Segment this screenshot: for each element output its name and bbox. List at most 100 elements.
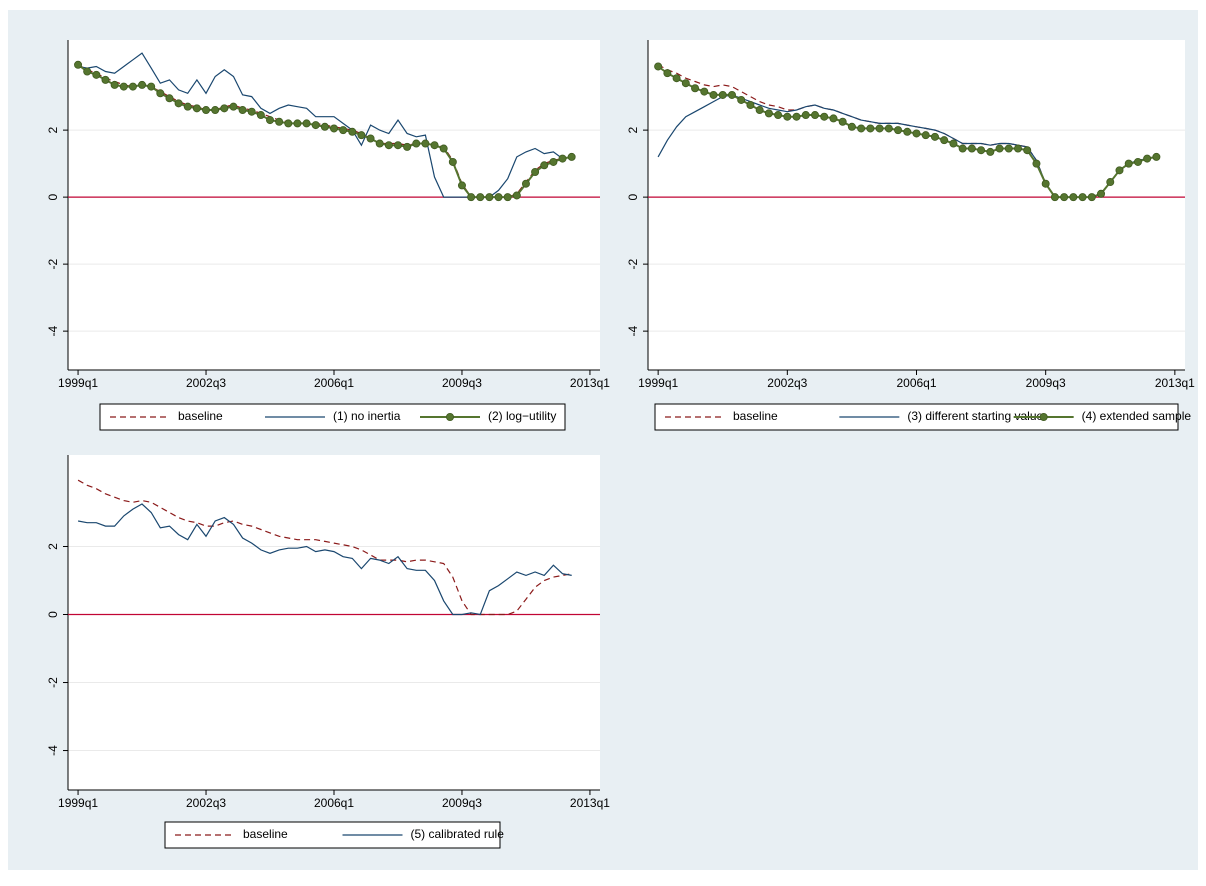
series-marker [1152, 152, 1161, 161]
x-tick-label: 2002q3 [186, 796, 226, 810]
series-marker [430, 141, 439, 150]
x-tick-label: 2002q3 [767, 376, 807, 390]
series-marker [485, 193, 494, 202]
series-marker [1133, 157, 1142, 166]
series-marker [820, 112, 829, 121]
series-marker [183, 102, 192, 111]
series-marker [329, 124, 338, 133]
series-marker [737, 95, 746, 104]
series-marker [921, 131, 930, 140]
series-marker [83, 67, 92, 76]
y-tick-label: 2 [46, 543, 60, 550]
series-marker [1041, 179, 1050, 188]
x-tick-label: 1999q1 [638, 376, 678, 390]
y-tick-label: -4 [46, 325, 60, 336]
legend-box [654, 403, 1179, 431]
series-marker [192, 104, 201, 113]
series-marker [256, 111, 265, 120]
legend-label: baseline [733, 409, 778, 423]
x-tick-label: 2013q1 [570, 796, 610, 810]
x-tick-label: 2013q1 [1155, 376, 1195, 390]
series-marker [339, 126, 348, 135]
legend-label: baseline [243, 827, 288, 841]
series-marker [494, 193, 503, 202]
x-tick-label: 2006q1 [314, 796, 354, 810]
series-marker [375, 139, 384, 148]
series-marker [247, 107, 256, 116]
series-marker [567, 152, 576, 161]
series-marker [912, 129, 921, 138]
series-marker [311, 121, 320, 130]
series-marker [1004, 144, 1013, 153]
series-marker [229, 102, 238, 111]
x-tick-label: 2009q3 [442, 796, 482, 810]
x-tick-label: 2002q3 [186, 376, 226, 390]
series-marker [829, 114, 838, 123]
x-tick-label: 1999q1 [58, 376, 98, 390]
series-marker [764, 109, 773, 118]
series-marker [930, 132, 939, 141]
series-marker [92, 70, 101, 79]
series-marker [202, 106, 211, 115]
series-marker [467, 193, 476, 202]
series-marker [284, 119, 293, 128]
series-marker [531, 167, 540, 176]
y-tick-label: 0 [46, 193, 60, 200]
series-marker [1032, 159, 1041, 168]
series-marker [875, 124, 884, 133]
series-marker [174, 99, 183, 108]
series-marker [1087, 193, 1096, 202]
x-tick-label: 2006q1 [896, 376, 936, 390]
series-marker [967, 144, 976, 153]
series-line [77, 479, 572, 616]
series-marker [156, 89, 165, 98]
series-marker [654, 62, 663, 71]
plot-area [648, 40, 1185, 370]
legend-label: (1) no inertia [333, 409, 401, 423]
series-marker [165, 94, 174, 103]
y-tick-label: -2 [46, 258, 60, 269]
series-marker [412, 139, 421, 148]
y-tick-label: -4 [46, 745, 60, 756]
series-marker [1023, 146, 1032, 155]
series-marker [448, 157, 457, 166]
series-marker [1124, 159, 1133, 168]
series-marker [211, 106, 220, 115]
series-marker [838, 117, 847, 126]
x-tick-label: 2006q1 [314, 376, 354, 390]
series-marker [540, 161, 549, 170]
series-marker [119, 82, 128, 91]
y-tick-label: -2 [46, 677, 60, 688]
y-tick-label: 0 [46, 611, 60, 618]
series-marker [755, 106, 764, 115]
series-marker [521, 179, 530, 188]
series-marker [986, 147, 995, 156]
series-marker [811, 111, 820, 120]
series-marker [439, 144, 448, 153]
legend-label: baseline [178, 409, 223, 423]
series-marker [1069, 193, 1078, 202]
plot-area [68, 40, 600, 370]
series-marker [275, 117, 284, 126]
series-marker [691, 84, 700, 93]
series-marker [663, 69, 672, 78]
series-marker [1097, 189, 1106, 198]
series-marker [503, 193, 512, 202]
series-marker [476, 193, 485, 202]
x-tick-label: 2013q1 [570, 376, 610, 390]
series-marker [672, 74, 681, 83]
series-marker [774, 111, 783, 120]
series-marker [995, 144, 1004, 153]
series-marker [1078, 193, 1087, 202]
series-marker [1050, 193, 1059, 202]
legend-label: (5) calibrated rule [411, 827, 505, 841]
series-marker [74, 60, 83, 69]
series-marker [549, 157, 558, 166]
x-tick-label: 1999q1 [58, 796, 98, 810]
series-marker [147, 82, 156, 91]
plot-area [68, 455, 600, 790]
series-marker [792, 112, 801, 121]
series-marker [700, 87, 709, 96]
series-marker [857, 124, 866, 133]
